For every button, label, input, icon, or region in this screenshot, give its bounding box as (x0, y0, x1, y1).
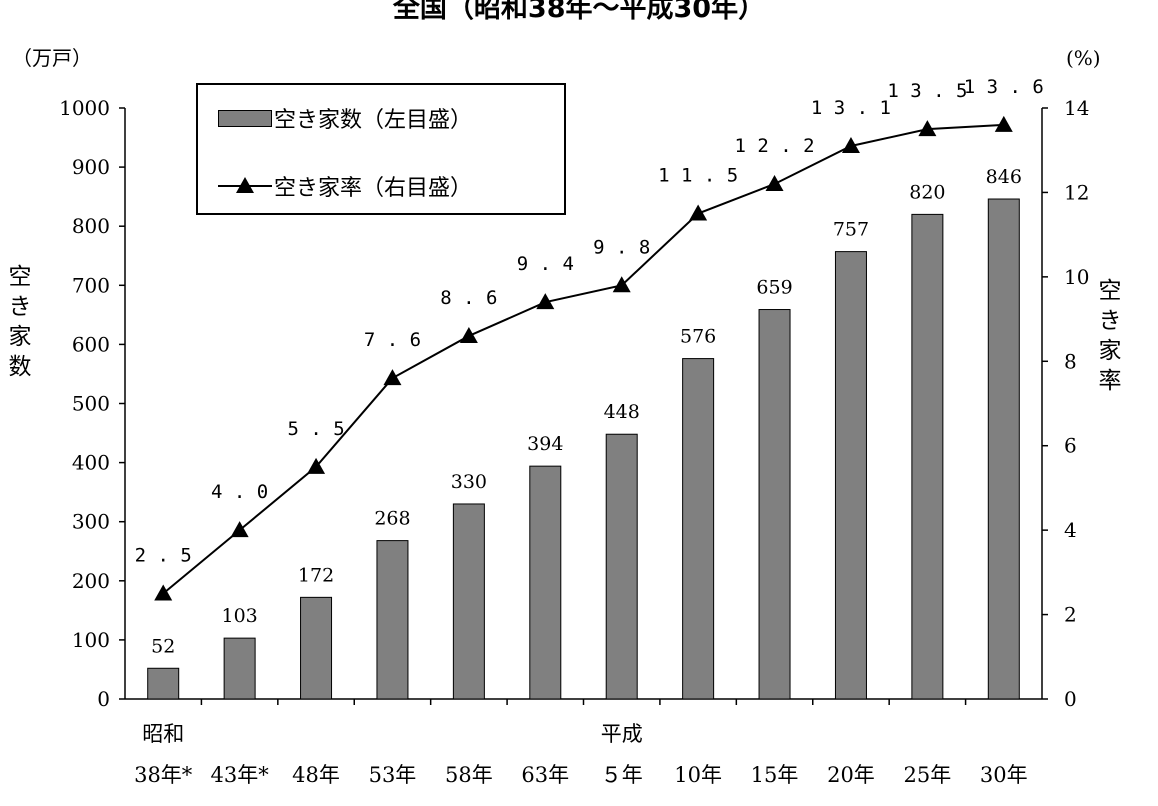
rate-point-marker (307, 457, 326, 474)
bar-value-label: 757 (833, 219, 869, 241)
x-category-label: 15年 (751, 763, 799, 787)
bar (223, 637, 256, 700)
rate-point-marker (154, 584, 173, 601)
right-axis-unit: (%) (1066, 46, 1101, 70)
right-tick-label: 2 (1064, 603, 1077, 627)
left-tick-label: 400 (72, 451, 110, 475)
rate-point-marker (994, 115, 1013, 132)
bar-value-label: 268 (374, 508, 410, 530)
left-tick-label: 700 (72, 273, 110, 297)
bar (529, 465, 562, 700)
bar (987, 198, 1020, 700)
bar (452, 503, 485, 700)
legend-item-line: 空き家率（右目盛） (218, 171, 472, 201)
left-tick-label: 500 (72, 392, 110, 416)
left-tick-label: 200 (72, 569, 110, 593)
legend-item-bar: 空き家数（左目盛） (218, 103, 472, 133)
bar (605, 433, 638, 700)
bar (682, 358, 715, 700)
x-category-label: 10年 (674, 763, 722, 787)
bar-value-label: 394 (527, 433, 563, 455)
rate-value-label: 4 . 0 (211, 481, 268, 503)
bar (376, 540, 409, 700)
bar-value-label: 820 (909, 181, 945, 203)
left-tick-label: 1000 (59, 96, 110, 120)
left-tick-label: 900 (72, 155, 110, 179)
left-tick-label: 300 (72, 510, 110, 534)
right-tick-label: 10 (1064, 265, 1089, 289)
x-category-label: 58年 (445, 763, 493, 787)
rate-value-label: 2 . 5 (135, 544, 192, 566)
x-category-label: 43年* (211, 763, 270, 787)
x-category-label: 48年 (292, 763, 340, 787)
bar-value-label: 52 (151, 635, 175, 657)
right-tick-label: 0 (1064, 687, 1077, 711)
right-tick-label: 4 (1064, 518, 1077, 542)
chart-title: 全国（昭和38年～平成30年） (392, 0, 766, 24)
rate-value-label: 1 3 . 1 (811, 97, 891, 119)
bar-value-label: 103 (221, 605, 257, 627)
left-axis-label: 空き家数 (8, 264, 32, 380)
rate-point-marker (841, 136, 860, 153)
bar-value-label: 172 (298, 564, 334, 586)
right-tick-label: 8 (1064, 349, 1077, 373)
rate-point-marker (612, 276, 631, 293)
rate-point-marker (918, 120, 937, 137)
bar-value-label: 659 (756, 277, 792, 299)
rate-point-marker (459, 326, 478, 343)
bar (834, 251, 867, 700)
left-tick-label: 600 (72, 332, 110, 356)
rate-line (162, 123, 1004, 595)
bar-value-label: 576 (680, 326, 716, 348)
rate-point-marker (536, 293, 555, 310)
x-category-label: 25年 (904, 763, 952, 787)
right-tick-label: 14 (1064, 96, 1089, 120)
rate-point-marker (765, 174, 784, 191)
left-axis-unit: （万戸） (12, 46, 92, 70)
rate-value-label: 8 . 6 (440, 287, 497, 309)
x-category-label: 30年 (980, 763, 1028, 787)
bar-value-label: 846 (986, 166, 1022, 188)
rate-value-label: 1 3 . 5 (887, 80, 967, 102)
rate-point-marker (230, 521, 249, 538)
bar (758, 309, 791, 700)
right-tick-label: 12 (1064, 180, 1089, 204)
rate-value-label: 9 . 4 (517, 253, 574, 275)
right-axis-label: 空き家率 (1098, 278, 1122, 394)
x-era-label: 平成 (601, 722, 643, 746)
bar (147, 667, 180, 700)
rate-point-marker (383, 369, 402, 386)
rate-value-label: 1 2 . 2 (735, 135, 815, 157)
rate-value-label: 9 . 8 (593, 236, 650, 258)
right-tick-label: 6 (1064, 434, 1077, 458)
rate-value-label: 7 . 6 (364, 329, 421, 351)
bar-value-label: 448 (604, 401, 640, 423)
x-category-label: 53年 (369, 763, 417, 787)
legend-line-swatch (218, 177, 272, 193)
x-category-label: ５年 (601, 763, 643, 787)
legend: 空き家数（左目盛） 空き家率（右目盛） (196, 83, 566, 215)
rate-value-label: 1 3 . 6 (964, 76, 1044, 98)
rate-value-label: 1 1 . 5 (658, 165, 738, 187)
rate-point-marker (689, 204, 708, 221)
left-tick-label: 100 (72, 628, 110, 652)
x-category-label: 38年* (134, 763, 193, 787)
bar (911, 213, 944, 700)
x-category-label: 63年 (521, 763, 569, 787)
rate-value-label: 5 . 5 (287, 418, 344, 440)
x-era-label: 昭和 (142, 722, 184, 746)
bar (300, 596, 333, 700)
x-category-label: 20年 (827, 763, 875, 787)
legend-line-label: 空き家率（右目盛） (274, 176, 473, 201)
left-tick-label: 0 (97, 687, 110, 711)
legend-bar-swatch (218, 109, 272, 127)
left-tick-label: 800 (72, 214, 110, 238)
bar-value-label: 330 (451, 471, 487, 493)
legend-bar-label: 空き家数（左目盛） (274, 108, 473, 133)
